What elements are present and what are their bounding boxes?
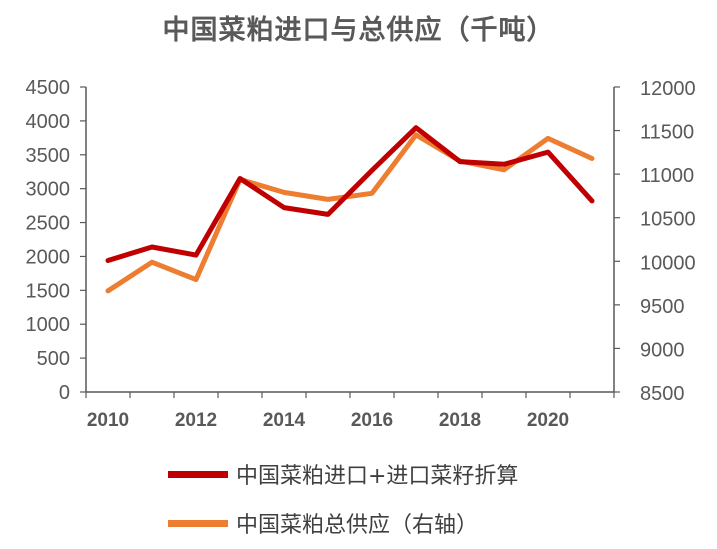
y-right-tick-label: 9500 bbox=[640, 296, 685, 318]
y-right-tick-label: 8500 bbox=[640, 383, 685, 405]
y-left-tick-label: 3000 bbox=[26, 179, 71, 201]
legend-swatch-2 bbox=[168, 519, 228, 527]
y-right-tick-label: 11000 bbox=[640, 165, 694, 187]
x-tick-label: 2012 bbox=[175, 410, 217, 431]
y-left-tick-label: 1000 bbox=[26, 314, 71, 336]
y-left-tick-label: 500 bbox=[37, 348, 70, 370]
legend-item-1: 中国菜粕进口+进口菜籽折算 bbox=[168, 458, 518, 490]
x-tick-label: 2016 bbox=[351, 410, 393, 431]
y-right-tick-label: 10000 bbox=[640, 252, 696, 274]
y-left-tick-label: 0 bbox=[59, 382, 70, 404]
y-left-tick-label: 1500 bbox=[26, 280, 71, 302]
x-tick-label: 2020 bbox=[527, 410, 569, 431]
x-tick-label: 2010 bbox=[87, 410, 129, 431]
chart-title: 中国菜粕进口与总供应（千吨） bbox=[162, 15, 555, 46]
x-tick-label: 2018 bbox=[439, 410, 481, 431]
legend-swatch-1 bbox=[168, 470, 228, 478]
x-tick-label: 2014 bbox=[263, 410, 306, 431]
y-right-tick-label: 9000 bbox=[640, 339, 685, 361]
legend-label-1: 中国菜粕进口+进口菜籽折算 bbox=[236, 464, 519, 489]
y-right-tick-label: 10500 bbox=[640, 209, 696, 231]
y-left-tick-label: 3500 bbox=[26, 145, 71, 167]
y-left-tick-label: 4500 bbox=[26, 77, 71, 99]
legend-label-2: 中国菜粕总供应（右轴） bbox=[236, 513, 479, 538]
y-left-tick-label: 2000 bbox=[26, 246, 71, 268]
y-right-tick-label: 11500 bbox=[640, 122, 694, 144]
y-right-tick-label: 12000 bbox=[640, 78, 696, 100]
y-left-tick-label: 2500 bbox=[26, 213, 71, 235]
y-left-tick-label: 4000 bbox=[26, 111, 71, 133]
legend-item-2: 中国菜粕总供应（右轴） bbox=[168, 507, 478, 539]
series-line-imports bbox=[105, 125, 595, 263]
